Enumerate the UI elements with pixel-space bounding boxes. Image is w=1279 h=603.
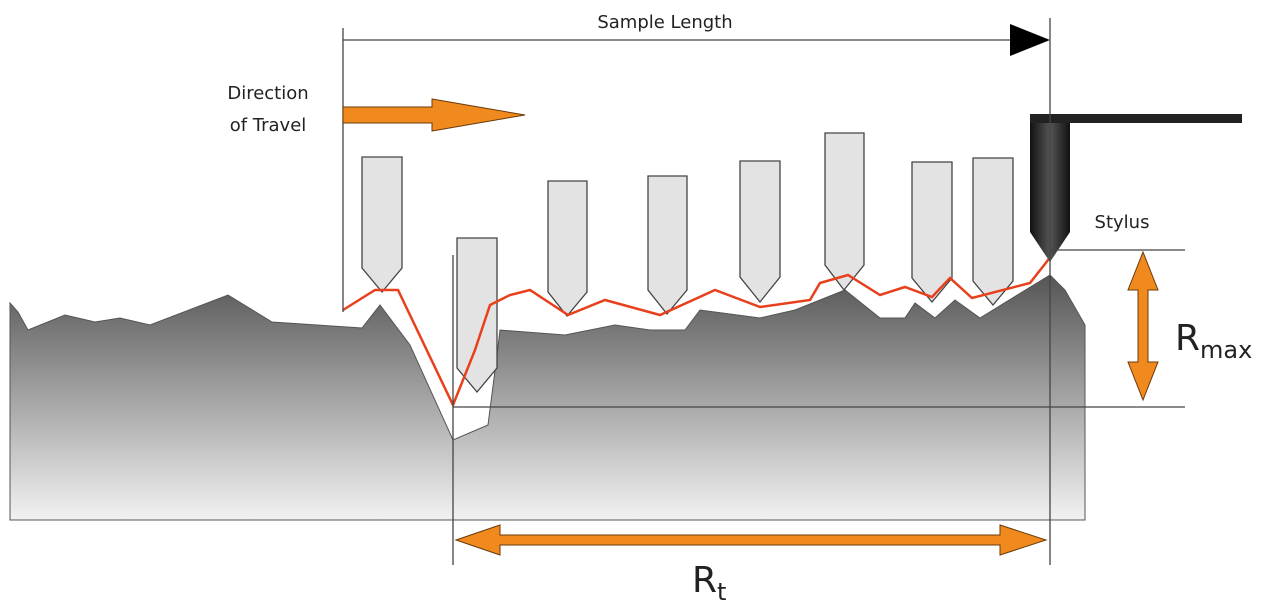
rt-main: R [692,560,717,601]
direction-label: Direction [227,83,308,104]
direction-label: of Travel [230,115,307,136]
stylus-label: Stylus [1095,212,1150,233]
rmax-main: R [1175,318,1200,359]
sample-length-label: Sample Length [597,12,732,33]
surface [9,274,1086,521]
trace-line [342,254,1053,409]
orange-arrows [342,98,1159,556]
rmax-label: Rmax [1175,318,1252,364]
rmax-sub: max [1200,336,1252,364]
rt-sub: t [717,578,726,603]
rt-label: Rt [692,560,726,603]
stylus-arm [1030,114,1242,123]
guide-lines [342,18,1185,565]
probe-tips [361,132,1014,394]
